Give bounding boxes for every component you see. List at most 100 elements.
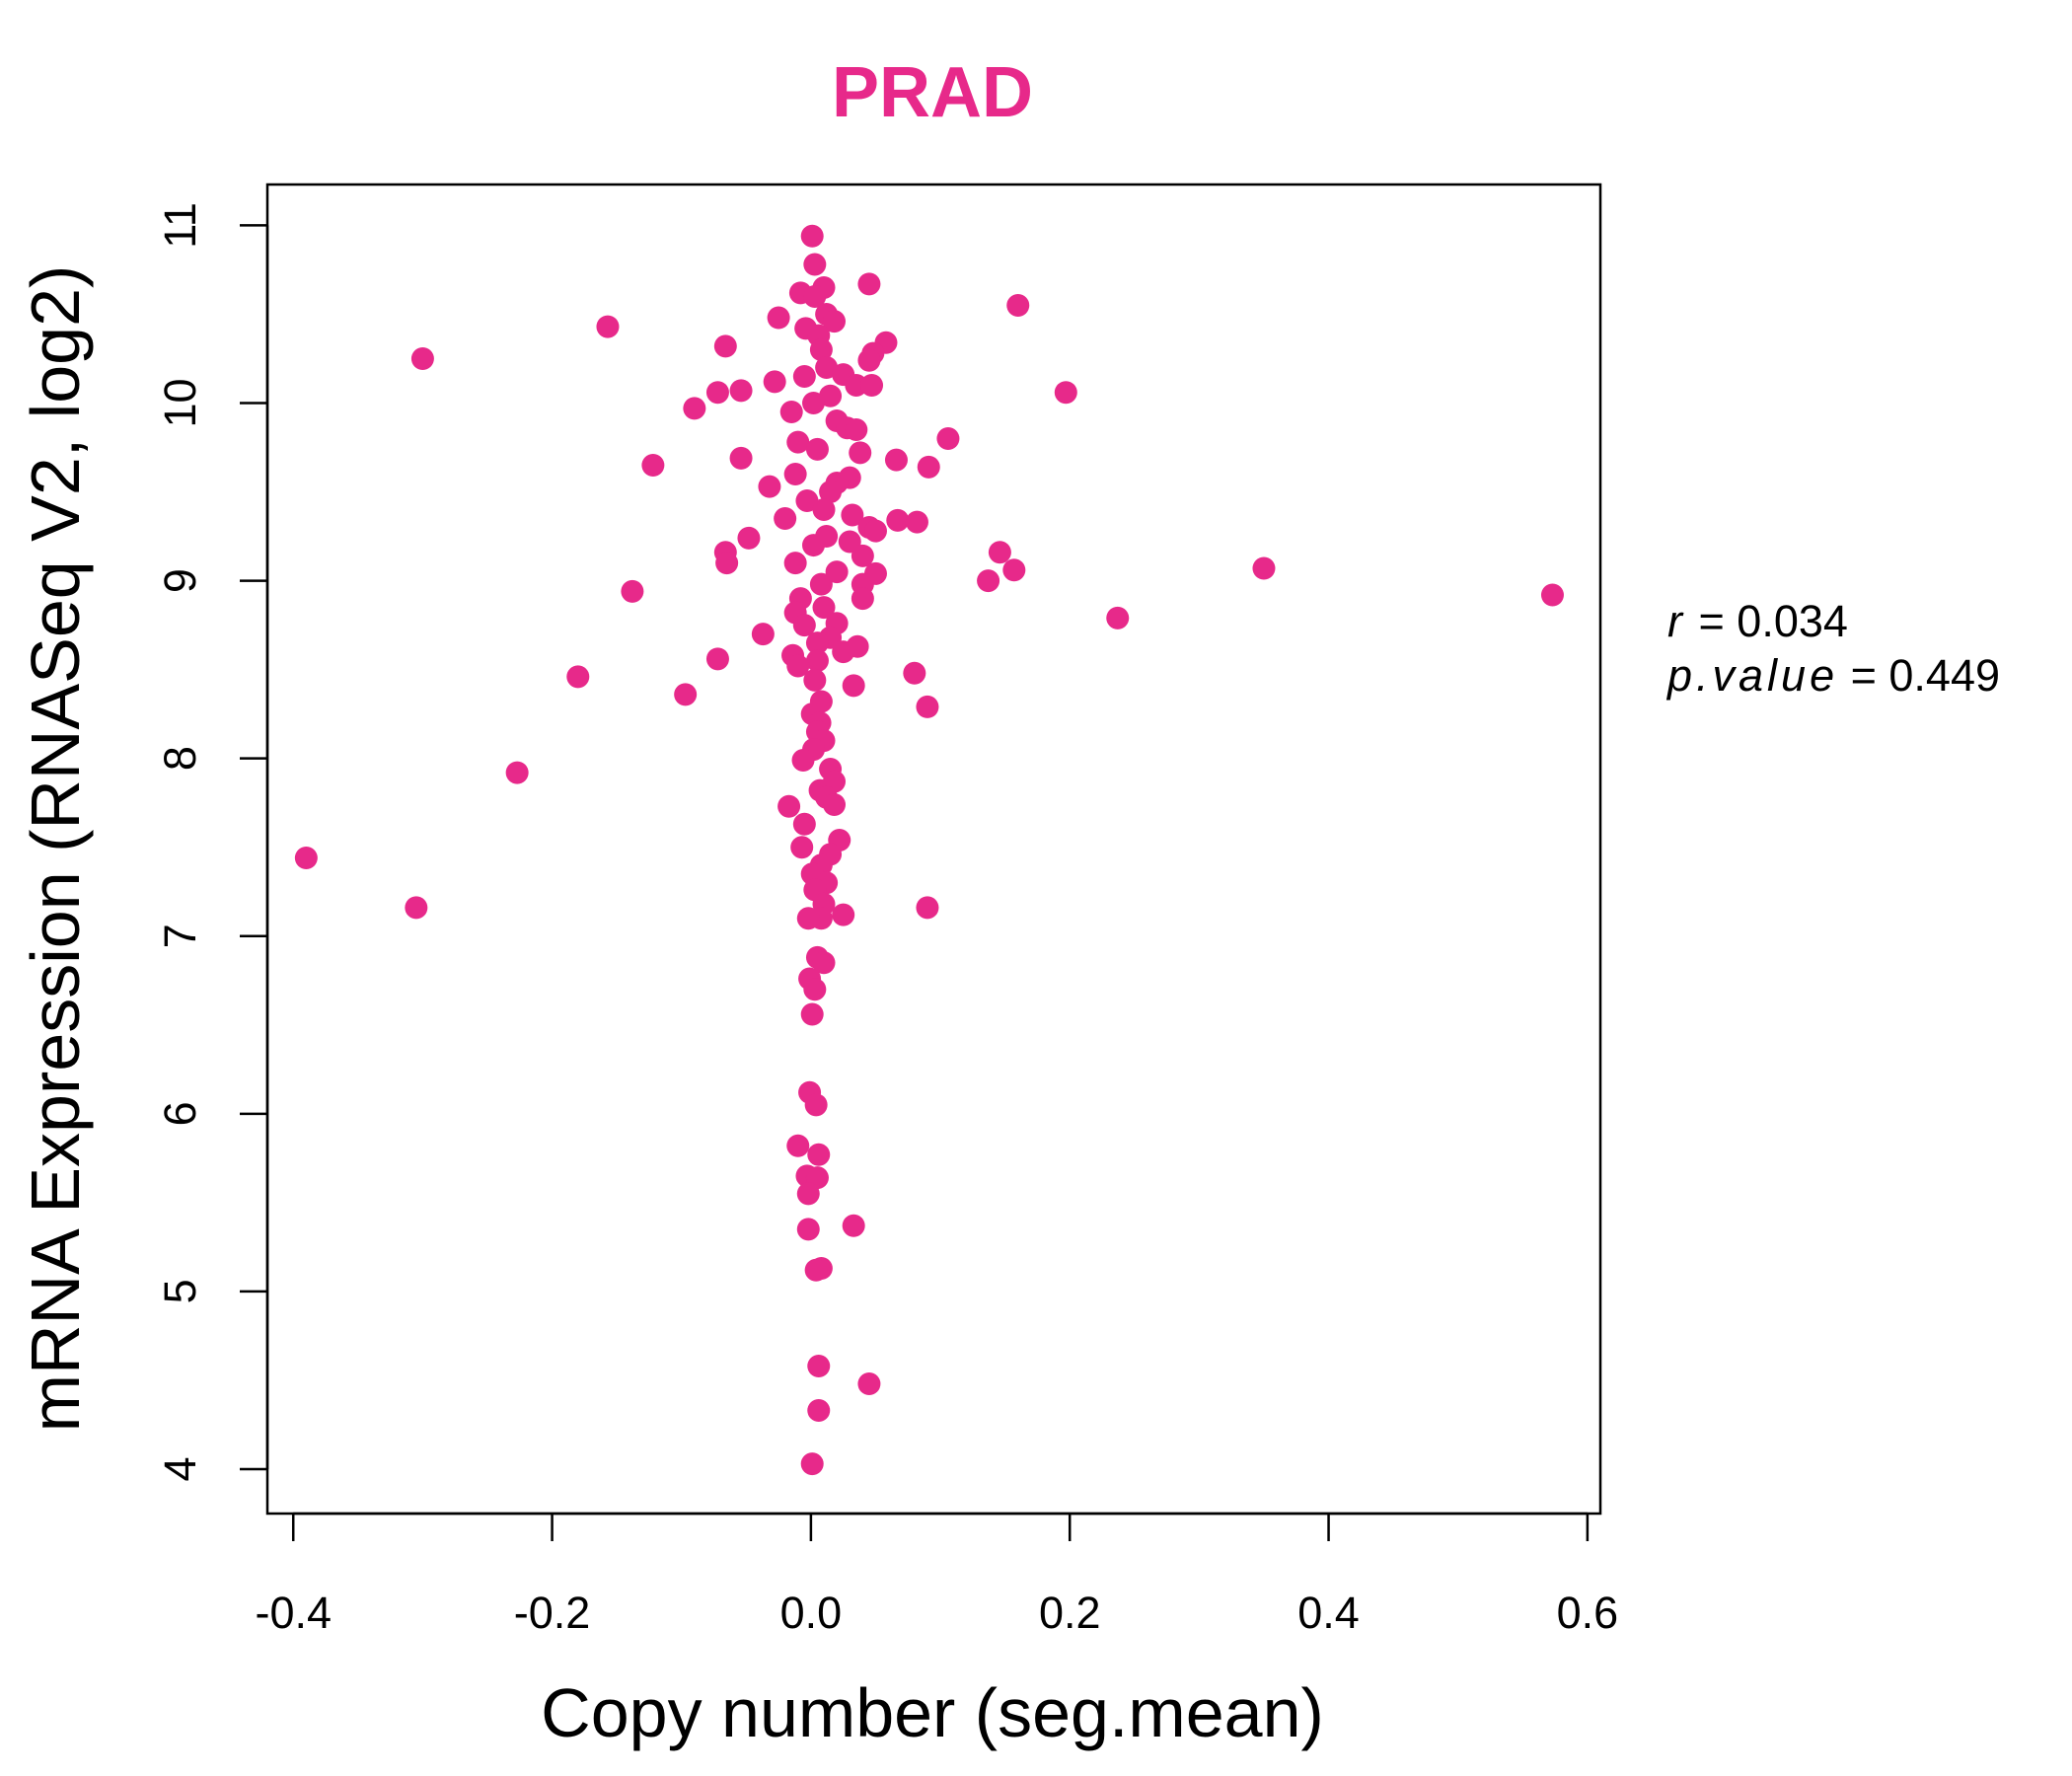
data-point xyxy=(805,649,829,673)
y-axis-label: mRNA Expression (RNASeq V2, log2) xyxy=(17,265,94,1433)
x-tick-label: 0.4 xyxy=(1297,1588,1360,1638)
data-point xyxy=(851,587,874,611)
data-point xyxy=(807,1355,831,1378)
data-point xyxy=(796,1218,820,1241)
data-point xyxy=(795,489,819,513)
data-point xyxy=(505,761,529,784)
data-point xyxy=(792,364,816,388)
data-point xyxy=(886,508,910,532)
data-point xyxy=(849,441,872,465)
data-point xyxy=(786,1134,810,1157)
data-point xyxy=(825,560,849,584)
x-tick-label: 0.6 xyxy=(1557,1588,1619,1638)
data-point xyxy=(809,337,833,361)
data-point xyxy=(796,1182,820,1206)
data-point xyxy=(823,792,847,816)
y-tick-label: 11 xyxy=(155,202,205,249)
data-point xyxy=(805,437,829,461)
data-point xyxy=(1002,558,1026,582)
data-point xyxy=(841,503,864,527)
data-point xyxy=(857,272,881,296)
data-point xyxy=(800,1002,824,1026)
stats-annotation: r = 0.034 p.value = 0.449 xyxy=(1665,596,2000,701)
x-axis: -0.4 -0.2 0.0 0.2 0.4 0.6 xyxy=(255,1512,1619,1638)
data-point xyxy=(705,381,729,405)
y-tick-label: 8 xyxy=(155,746,205,771)
p-equals: = xyxy=(1838,650,1888,701)
data-point xyxy=(800,224,824,248)
data-point xyxy=(916,896,939,920)
data-point xyxy=(641,454,665,478)
data-point xyxy=(777,794,801,818)
data-point xyxy=(729,379,753,403)
data-point xyxy=(860,373,884,397)
data-point xyxy=(832,903,855,926)
data-point xyxy=(763,370,786,394)
data-point xyxy=(783,552,807,575)
data-point xyxy=(1540,583,1564,607)
data-point xyxy=(845,418,868,442)
data-point xyxy=(1252,556,1276,580)
r-stat: r = 0.034 xyxy=(1667,596,1848,646)
data-point xyxy=(917,455,940,479)
data-point xyxy=(884,448,908,472)
data-point xyxy=(786,430,810,454)
data-point xyxy=(802,391,826,414)
data-point xyxy=(812,596,836,620)
data-point xyxy=(803,668,827,692)
data-point xyxy=(792,614,816,637)
data-point xyxy=(803,253,827,276)
data-point xyxy=(796,907,820,930)
data-point xyxy=(767,306,790,330)
y-axis: 4 5 6 7 8 9 10 11 xyxy=(155,202,269,1481)
y-tick-label: 6 xyxy=(155,1101,205,1126)
data-point xyxy=(294,847,318,870)
data-point xyxy=(566,665,590,689)
data-point xyxy=(819,481,843,504)
data-point xyxy=(1006,293,1030,317)
x-axis-label: Copy number (seg.mean) xyxy=(541,1674,1324,1751)
r-value: 0.034 xyxy=(1737,596,1848,646)
x-tick-label: -0.4 xyxy=(255,1588,332,1638)
data-point xyxy=(800,1452,824,1476)
data-point xyxy=(1106,606,1130,629)
data-point xyxy=(674,683,698,706)
data-point xyxy=(804,1258,828,1282)
data-point xyxy=(905,510,928,534)
data-point xyxy=(916,695,939,718)
data-point xyxy=(809,572,833,596)
data-point xyxy=(792,812,816,836)
x-tick-label: 0.2 xyxy=(1039,1588,1101,1638)
data-point xyxy=(405,896,428,920)
data-point xyxy=(857,348,881,372)
data-point xyxy=(805,631,829,655)
data-point xyxy=(842,674,865,698)
data-point xyxy=(842,1214,865,1237)
data-point xyxy=(857,1372,881,1396)
data-point xyxy=(903,661,926,685)
data-point xyxy=(845,373,868,397)
p-value: 0.449 xyxy=(1888,650,2000,701)
r-equals: = xyxy=(1686,596,1737,646)
data-point xyxy=(863,519,887,543)
data-point xyxy=(977,569,1000,593)
y-tick-label: 10 xyxy=(155,378,205,427)
data-point xyxy=(790,836,814,859)
data-point xyxy=(807,1143,831,1166)
data-point xyxy=(737,526,761,550)
x-tick-label: -0.2 xyxy=(514,1588,591,1638)
data-point xyxy=(988,541,1011,564)
data-points xyxy=(294,224,1564,1476)
p-label: p.value xyxy=(1665,650,1838,701)
data-point xyxy=(791,748,815,772)
data-point xyxy=(832,640,855,664)
data-point xyxy=(705,647,729,671)
y-tick-label: 5 xyxy=(155,1279,205,1303)
chart-title: PRAD xyxy=(832,53,1033,132)
data-point xyxy=(812,951,836,975)
data-point xyxy=(779,401,803,424)
data-point xyxy=(621,579,644,603)
data-point xyxy=(683,397,706,420)
